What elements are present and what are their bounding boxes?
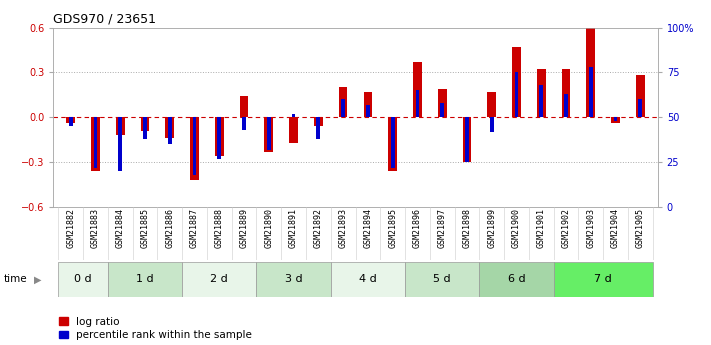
Bar	[440, 103, 444, 117]
Bar	[143, 117, 147, 139]
Bar	[116, 117, 124, 135]
Bar	[69, 117, 73, 126]
Bar	[257, 262, 331, 297]
Text: 5 d: 5 d	[434, 275, 451, 284]
Bar	[589, 67, 593, 117]
Bar	[438, 89, 447, 117]
Text: GSM21899: GSM21899	[487, 208, 496, 248]
Text: 6 d: 6 d	[508, 275, 525, 284]
Text: 4 d: 4 d	[359, 275, 377, 284]
Bar	[413, 62, 422, 117]
Bar	[479, 262, 554, 297]
Bar	[512, 47, 521, 117]
Text: GSM21890: GSM21890	[264, 208, 273, 248]
Text: GSM21888: GSM21888	[215, 208, 224, 248]
Text: 3 d: 3 d	[285, 275, 302, 284]
Text: GSM21885: GSM21885	[141, 208, 149, 248]
Bar	[537, 69, 545, 117]
Bar	[611, 117, 620, 123]
Text: GSM21886: GSM21886	[165, 208, 174, 248]
Bar	[141, 117, 149, 131]
Text: GSM21896: GSM21896	[413, 208, 422, 248]
Text: GSM21891: GSM21891	[289, 208, 298, 248]
Bar	[515, 72, 518, 117]
Bar	[58, 262, 108, 297]
Bar	[391, 117, 395, 168]
Bar	[587, 28, 595, 117]
Text: GSM21882: GSM21882	[66, 208, 75, 248]
Text: GSM21884: GSM21884	[116, 208, 124, 248]
Text: GSM21900: GSM21900	[512, 208, 521, 248]
Bar	[108, 262, 182, 297]
Bar	[490, 117, 493, 132]
Text: GSM21887: GSM21887	[190, 208, 199, 248]
Bar	[66, 117, 75, 123]
Bar	[267, 117, 271, 150]
Bar	[638, 99, 642, 117]
Bar	[388, 117, 397, 171]
Bar	[289, 117, 298, 143]
Bar	[331, 262, 405, 297]
Bar	[91, 117, 100, 171]
Bar	[166, 117, 174, 138]
Bar	[316, 117, 320, 139]
Text: 1 d: 1 d	[136, 275, 154, 284]
Bar	[240, 96, 248, 117]
Text: GSM21901: GSM21901	[537, 208, 546, 248]
Bar	[292, 114, 296, 117]
Bar	[488, 92, 496, 117]
Bar	[341, 99, 345, 117]
Bar	[314, 117, 323, 126]
Text: ▶: ▶	[34, 275, 42, 284]
Bar	[218, 117, 221, 159]
Bar	[405, 262, 479, 297]
Text: GSM21895: GSM21895	[388, 208, 397, 248]
Text: GSM21902: GSM21902	[562, 208, 570, 248]
Bar	[242, 117, 246, 130]
Bar	[193, 117, 196, 175]
Bar	[168, 117, 171, 144]
Text: 7 d: 7 d	[594, 275, 612, 284]
Text: GSM21894: GSM21894	[363, 208, 373, 248]
Text: time: time	[4, 275, 27, 284]
Bar	[182, 262, 257, 297]
Text: GSM21889: GSM21889	[240, 208, 249, 248]
Bar	[338, 87, 348, 117]
Bar	[463, 117, 471, 162]
Text: GSM21893: GSM21893	[338, 208, 348, 248]
Text: GSM21897: GSM21897	[438, 208, 447, 248]
Bar	[363, 92, 373, 117]
Bar	[215, 117, 223, 156]
Bar	[554, 262, 653, 297]
Bar	[614, 117, 617, 121]
Text: GSM21883: GSM21883	[91, 208, 100, 248]
Bar	[118, 117, 122, 171]
Text: GSM21892: GSM21892	[314, 208, 323, 248]
Text: GSM21898: GSM21898	[462, 208, 471, 248]
Bar	[636, 76, 645, 117]
Text: 0 d: 0 d	[74, 275, 92, 284]
Bar	[264, 117, 273, 152]
Bar	[465, 117, 469, 162]
Bar	[540, 85, 543, 117]
Bar	[366, 105, 370, 117]
Bar	[190, 117, 199, 180]
Text: GSM21904: GSM21904	[611, 208, 620, 248]
Text: 2 d: 2 d	[210, 275, 228, 284]
Bar	[564, 94, 568, 117]
Bar	[415, 90, 419, 117]
Text: GSM21903: GSM21903	[587, 208, 595, 248]
Bar	[562, 69, 570, 117]
Legend: log ratio, percentile rank within the sample: log ratio, percentile rank within the sa…	[58, 317, 252, 340]
Bar	[94, 117, 97, 168]
Text: GSM21905: GSM21905	[636, 208, 645, 248]
Text: GDS970 / 23651: GDS970 / 23651	[53, 12, 156, 25]
